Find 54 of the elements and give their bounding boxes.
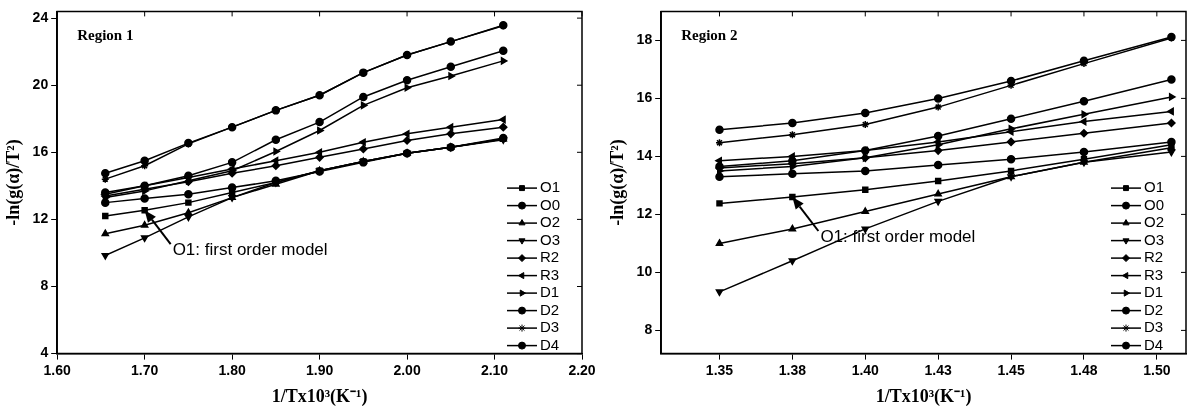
x-tick-label: 1.38 [778,361,807,378]
y-tick-label: 12 [32,210,49,227]
y-axis-title: -ln(g(α)/T²) [607,139,629,226]
x-tick-label: 2.10 [480,361,509,378]
legend-label: O1 [540,178,561,196]
legend-label: D4 [540,335,560,353]
y-tick-label: 20 [32,76,49,93]
legend-label: R3 [540,265,560,283]
legend-label: D2 [540,300,560,318]
legend-label: D1 [1144,283,1164,301]
legend-label: D4 [1144,335,1164,353]
y-tick-label: 4 [40,344,49,361]
legend-label: O0 [1144,195,1165,213]
legend-label: O0 [540,195,561,213]
legend-label: D3 [540,318,560,336]
y-axis-title: -ln(g(α)/T²) [3,139,25,226]
legend-label: O3 [1144,230,1165,248]
text: Region 1 [77,27,134,44]
x-tick-label: 1.35 [705,361,734,378]
x-tick-label: 1.48 [1070,361,1098,378]
y-tick-label: 24 [32,8,49,25]
y-tick-label: 8 [644,321,653,338]
x-tick-label: 2.00 [393,361,421,378]
x-tick-label: 1.80 [218,361,246,378]
x-tick-label: 2.20 [568,361,596,378]
y-tick-label: 12 [636,205,653,222]
legend-label: O3 [540,230,561,248]
annotation: O1: first order model [172,239,328,259]
annotation: O1: first order model [820,226,976,246]
y-tick-label: 14 [636,147,653,164]
text: Region 2 [681,27,738,44]
y-tick-label: 16 [32,143,49,160]
x-tick-label: 1.50 [1143,361,1171,378]
y-tick-label: 16 [636,89,653,106]
legend-label: D2 [1144,300,1164,318]
x-tick-label: 1.70 [131,361,159,378]
legend-label: O2 [1144,213,1165,231]
x-axis-title: 1/Tx10³(K⁻¹) [271,385,368,407]
legend-label: O1 [1144,178,1165,196]
x-tick-label: 1.60 [43,361,72,378]
legend-label: D1 [540,283,560,301]
legend-label: O2 [540,213,561,231]
x-tick-label: 1.40 [851,361,880,378]
x-tick-label: 1.90 [305,361,334,378]
y-tick-label: 8 [40,277,49,294]
legend-label: R2 [1144,248,1164,266]
legend-label: D3 [1144,318,1164,336]
x-axis-title: 1/Tx10³(K⁻¹) [875,385,972,407]
legend-label: R2 [540,248,560,266]
y-tick-label: 18 [636,31,653,48]
legend-label: R3 [1144,265,1164,283]
x-tick-label: 1.45 [997,361,1025,378]
y-tick-label: 10 [636,263,653,280]
x-tick-label: 1.43 [924,361,952,378]
